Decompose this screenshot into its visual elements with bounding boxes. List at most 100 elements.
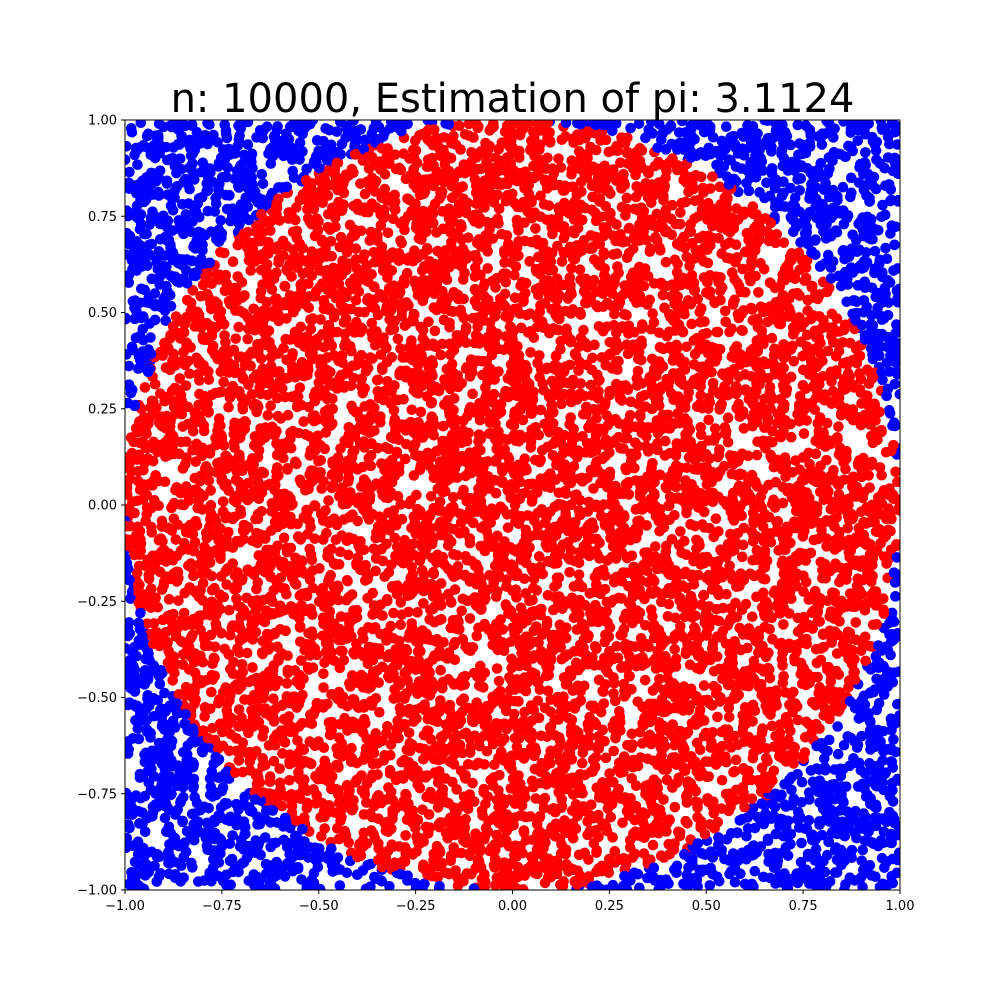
point-inside-circle — [400, 830, 411, 841]
point-inside-circle — [431, 840, 443, 852]
point-inside-circle — [446, 358, 458, 370]
point-outside-circle — [885, 649, 896, 661]
point-inside-circle — [542, 590, 554, 601]
point-inside-circle — [233, 755, 245, 766]
point-outside-circle — [468, 883, 480, 890]
point-outside-circle — [889, 239, 900, 251]
point-outside-circle — [894, 388, 900, 400]
point-inside-circle — [535, 730, 547, 742]
point-outside-circle — [884, 617, 895, 629]
point-inside-circle — [242, 333, 254, 345]
point-inside-circle — [556, 256, 568, 267]
point-outside-circle — [257, 178, 269, 189]
point-inside-circle — [724, 326, 735, 338]
point-inside-circle — [425, 490, 437, 502]
point-inside-circle — [528, 625, 540, 636]
point-inside-circle — [373, 813, 384, 824]
point-inside-circle — [190, 515, 201, 527]
point-outside-circle — [888, 417, 900, 429]
point-outside-circle — [125, 166, 135, 178]
point-inside-circle — [181, 294, 193, 306]
point-outside-circle — [149, 152, 161, 164]
point-inside-circle — [217, 496, 229, 507]
point-inside-circle — [543, 200, 555, 211]
point-inside-circle — [573, 365, 584, 376]
point-inside-circle — [666, 729, 677, 740]
point-inside-circle — [703, 414, 714, 426]
point-inside-circle — [195, 290, 206, 302]
point-outside-circle — [792, 120, 804, 131]
point-inside-circle — [801, 487, 812, 498]
point-inside-circle — [660, 435, 671, 447]
point-outside-circle — [634, 882, 645, 890]
point-inside-circle — [681, 549, 692, 561]
point-inside-circle — [318, 682, 329, 693]
point-inside-circle — [159, 476, 171, 488]
point-inside-circle — [406, 335, 417, 346]
point-outside-circle — [805, 188, 816, 199]
point-inside-circle — [362, 459, 374, 471]
point-inside-circle — [467, 715, 478, 727]
point-outside-circle — [855, 158, 866, 170]
point-inside-circle — [600, 134, 612, 146]
point-inside-circle — [204, 320, 216, 332]
point-inside-circle — [661, 774, 673, 786]
point-inside-circle — [335, 443, 346, 454]
point-inside-circle — [632, 696, 644, 707]
point-outside-circle — [879, 209, 891, 221]
point-inside-circle — [424, 614, 435, 625]
point-inside-circle — [515, 602, 527, 614]
point-inside-circle — [323, 495, 334, 506]
point-inside-circle — [576, 757, 588, 769]
point-inside-circle — [295, 321, 307, 333]
point-inside-circle — [284, 774, 295, 786]
point-inside-circle — [458, 693, 470, 704]
point-inside-circle — [588, 483, 599, 494]
point-inside-circle — [777, 660, 788, 671]
point-inside-circle — [406, 404, 418, 416]
point-outside-circle — [888, 734, 899, 745]
point-inside-circle — [719, 305, 731, 317]
point-inside-circle — [392, 333, 404, 345]
point-inside-circle — [406, 618, 418, 629]
point-inside-circle — [713, 526, 724, 537]
point-inside-circle — [163, 594, 175, 605]
point-outside-circle — [769, 801, 781, 813]
point-outside-circle — [796, 148, 808, 160]
point-inside-circle — [675, 207, 686, 218]
point-outside-circle — [873, 640, 884, 651]
point-inside-circle — [258, 467, 270, 479]
point-inside-circle — [714, 696, 726, 707]
point-inside-circle — [608, 677, 620, 689]
point-outside-circle — [215, 215, 227, 226]
point-inside-circle — [777, 497, 789, 509]
point-inside-circle — [722, 412, 734, 424]
point-inside-circle — [698, 680, 710, 691]
point-inside-circle — [738, 787, 749, 799]
point-outside-circle — [794, 138, 805, 149]
point-inside-circle — [746, 611, 758, 623]
point-inside-circle — [525, 347, 536, 358]
point-inside-circle — [448, 523, 460, 535]
point-inside-circle — [688, 335, 700, 346]
point-inside-circle — [372, 374, 384, 386]
point-outside-circle — [125, 154, 131, 165]
point-outside-circle — [127, 344, 139, 356]
chart-title: n: 10000, Estimation of pi: 3.1124 — [171, 76, 855, 122]
point-outside-circle — [699, 849, 711, 861]
point-inside-circle — [326, 647, 337, 658]
point-outside-circle — [811, 763, 822, 774]
point-outside-circle — [720, 121, 732, 133]
point-inside-circle — [266, 284, 278, 295]
point-inside-circle — [870, 526, 882, 537]
point-inside-circle — [230, 333, 242, 344]
point-outside-circle — [893, 158, 900, 170]
point-inside-circle — [456, 605, 468, 617]
point-inside-circle — [262, 410, 274, 421]
point-inside-circle — [601, 297, 613, 309]
point-inside-circle — [318, 668, 329, 679]
points-layer — [125, 120, 900, 890]
point-inside-circle — [764, 623, 775, 635]
point-inside-circle — [738, 763, 749, 774]
